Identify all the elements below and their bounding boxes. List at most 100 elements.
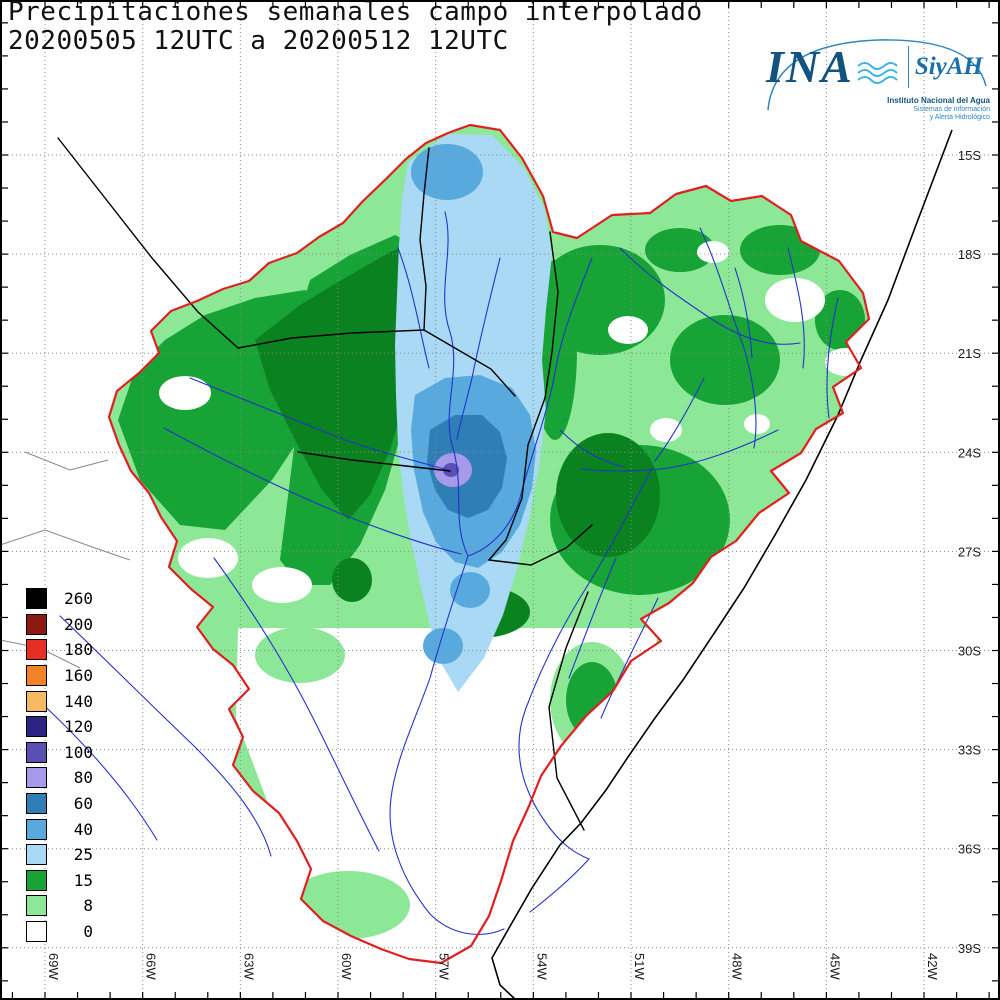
legend-value-label: 120	[64, 717, 93, 737]
rivers	[35, 211, 839, 935]
basin-outline	[107, 123, 871, 965]
siyah-wordmark: SiyAH	[914, 53, 983, 80]
legend-row: 8	[26, 893, 93, 919]
lon-axis-label: 57W	[437, 953, 452, 980]
water-waves-icon	[857, 62, 898, 84]
precip-region	[697, 241, 729, 263]
lon-axis-label: 63W	[241, 953, 256, 980]
country-borders	[57, 137, 593, 831]
ina-wordmark: INA	[766, 41, 854, 92]
legend-color-swatch	[26, 588, 47, 610]
lat-axis-label: 39S	[958, 941, 981, 956]
legend-color-swatch	[26, 690, 47, 712]
precip-region	[286, 871, 410, 939]
legend-color-swatch	[26, 741, 47, 763]
precip-region	[255, 627, 345, 683]
lat-axis-label: 15S	[958, 148, 981, 163]
legend-value-label: 160	[64, 666, 93, 686]
lat-axis-label: 21S	[958, 346, 981, 361]
legend-value-label: 25	[73, 845, 93, 865]
legend-row: 80	[26, 765, 93, 791]
legend-row: 25	[26, 842, 93, 868]
precip-region	[423, 628, 463, 664]
legend-row: 0	[26, 919, 93, 945]
lat-axis-label: 24S	[958, 445, 981, 460]
logo-wordmark-row: INA SiyAH	[766, 44, 983, 90]
legend-value-label: 0	[83, 922, 93, 942]
legend-value-label: 200	[64, 614, 93, 634]
precip-region	[744, 414, 770, 434]
legend-value-label: 15	[73, 870, 93, 890]
legend-row: 60	[26, 791, 93, 817]
legend-color-swatch	[26, 793, 47, 815]
lon-axis-label: 45W	[827, 953, 842, 980]
lon-axis-label: 48W	[730, 953, 745, 980]
legend-value-label: 180	[64, 640, 93, 660]
legend-color-swatch	[26, 767, 47, 789]
precip-region	[650, 418, 682, 442]
lon-axis-label: 42W	[925, 953, 940, 980]
precip-region	[645, 228, 715, 272]
legend-value-label: 260	[64, 589, 93, 609]
precip-region	[443, 463, 459, 477]
lat-axis-label: 36S	[958, 842, 981, 857]
precip-region	[556, 433, 660, 557]
lat-axis-label: 27S	[958, 544, 981, 559]
precip-region	[411, 144, 483, 200]
lat-axis-label: 30S	[958, 644, 981, 659]
lon-axis-label: 54W	[534, 953, 549, 980]
legend-color-swatch	[26, 818, 47, 840]
map-title: Precipitaciones semanales campo interpol…	[8, 0, 703, 56]
precip-region	[740, 225, 820, 275]
legend-value-label: 40	[73, 819, 93, 839]
legend-value-label: 8	[83, 896, 93, 916]
precip-region	[566, 662, 618, 738]
title-line-2: 20200505 12UTC a 20200512 12UTC	[8, 26, 509, 56]
legend-color-swatch	[26, 844, 47, 866]
lon-axis-label: 66W	[144, 953, 159, 980]
precip-region	[450, 572, 490, 608]
legend-row: 15	[26, 868, 93, 894]
precip-region	[252, 567, 312, 603]
precip-region	[178, 538, 238, 578]
lat-axis-label: 18S	[958, 247, 981, 262]
logo-divider	[907, 46, 909, 88]
logo-org-name: Instituto Nacional del Agua	[887, 96, 990, 105]
legend-row: 200	[26, 612, 93, 638]
legend-value-label: 140	[64, 691, 93, 711]
legend-row: 180	[26, 637, 93, 663]
lon-axis-label: 51W	[632, 953, 647, 980]
legend-row: 140	[26, 688, 93, 714]
precip-region	[255, 240, 428, 520]
axis-labels: 69W 66W 63W 60W 57W 54W 51W 48W 45W 42W 15S 18S 21S 2…	[46, 148, 981, 980]
lon-axis-label: 69W	[46, 953, 61, 980]
lat-axis-label: 33S	[958, 743, 981, 758]
legend-value-label: 60	[73, 794, 93, 814]
legend-row: 40	[26, 816, 93, 842]
legend-row: 120	[26, 714, 93, 740]
coastline	[491, 129, 953, 1000]
title-line-1: Precipitaciones semanales campo interpol…	[8, 0, 703, 27]
precip-region	[332, 558, 372, 602]
legend-color-swatch	[26, 716, 47, 738]
precip-region	[825, 348, 865, 376]
logo-tagline-2: y Alerta Hidrológico	[929, 114, 990, 121]
lon-axis-label: 60W	[339, 953, 354, 980]
legend-color-swatch	[26, 665, 47, 687]
precipitation-legend: 260 200 180 160 140 120 100 80 60 40 25 15 8 0	[26, 586, 93, 944]
legend-row: 160	[26, 663, 93, 689]
legend-row: 100	[26, 740, 93, 766]
ina-logo: INA SiyAH Instituto Nacional del Agua Si…	[760, 34, 992, 126]
precip-region	[159, 376, 211, 410]
legend-color-swatch	[26, 895, 47, 917]
precip-region	[608, 316, 648, 344]
legend-value-label: 80	[73, 768, 93, 788]
legend-row: 260	[26, 586, 93, 612]
precip-region	[765, 278, 825, 322]
legend-color-swatch	[26, 639, 47, 661]
